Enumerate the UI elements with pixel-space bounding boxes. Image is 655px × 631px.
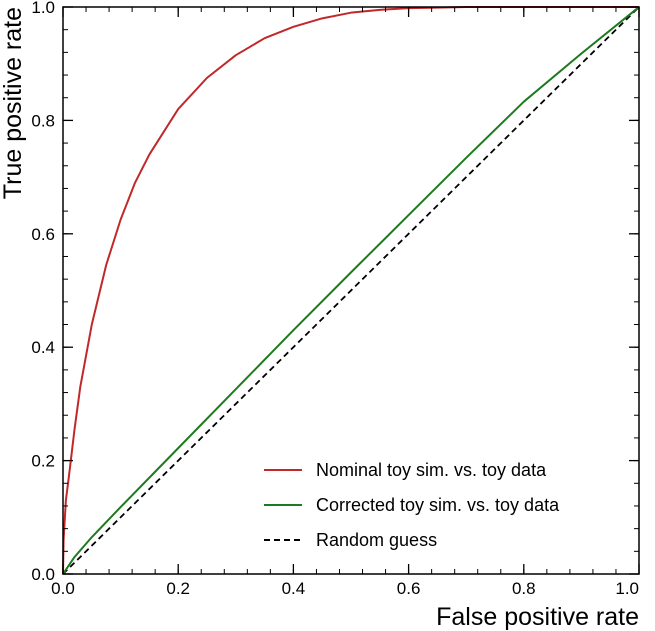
x-tick-label: 0.4: [282, 579, 306, 598]
x-tick-label: 0.8: [512, 579, 536, 598]
y-tick-label: 0.4: [31, 338, 55, 357]
y-tick-label: 0.0: [31, 565, 55, 584]
x-tick-label: 1.0: [615, 579, 639, 598]
y-tick-label: 0.8: [31, 111, 55, 130]
legend-label-0: Nominal toy sim. vs. toy data: [316, 460, 547, 480]
series-line-2: [62, 6, 640, 575]
y-tick-label: 0.2: [31, 452, 55, 471]
x-tick-label: 0.6: [397, 579, 421, 598]
legend-label-1: Corrected toy sim. vs. toy data: [316, 495, 560, 515]
y-tick-label: 0.6: [31, 225, 55, 244]
series-layer: [62, 6, 640, 575]
y-axis-title: True positive rate: [0, 7, 27, 199]
x-tick-label: 0.2: [166, 579, 190, 598]
ticks-layer: 0.0 0.2 0.4 0.6 0.8 1.0 0.0 0.2 0.4 0.6 0.8 1.0: [31, 0, 640, 598]
plot-frame: [62, 6, 640, 575]
x-axis-title: False positive rate: [436, 603, 639, 631]
series-line-1: [62, 6, 640, 575]
y-tick-label: 1.0: [31, 0, 55, 17]
x-tick-label: 0.0: [51, 579, 75, 598]
legend-label-2: Random guess: [316, 530, 437, 550]
legend: Nominal toy sim. vs. toy data Corrected t…: [264, 460, 560, 550]
